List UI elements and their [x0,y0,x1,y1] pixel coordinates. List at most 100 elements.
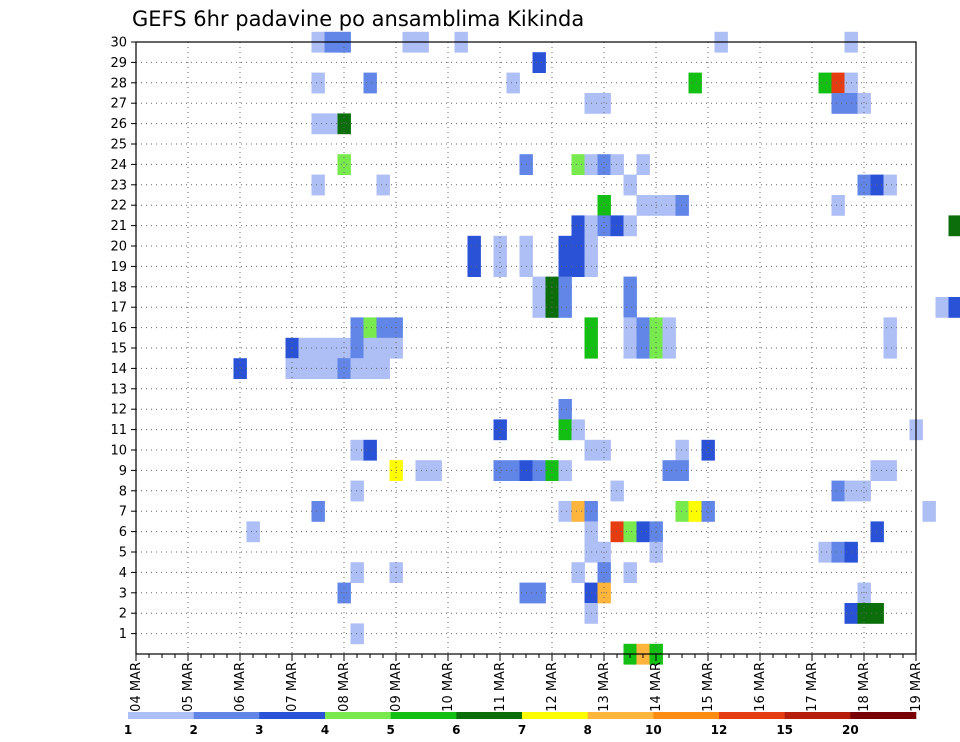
precip-cell-m16-s18 [363,317,377,339]
precip-cell-m15-s16 [337,337,351,359]
precip-cell-m21-s63 [948,215,960,237]
y-tick-label: 26 [110,117,127,132]
precip-cell-m14-s19 [376,358,390,379]
precip-cell-m2-s57 [870,603,884,624]
precip-cell-m8-s54 [831,480,845,502]
precip-cell-m7-s42 [675,501,689,522]
precip-cell-m9-s41 [662,460,676,481]
precip-cell-m23-s58 [883,174,897,196]
precip-cell-m10-s42 [675,439,689,461]
precip-cell-m8-s37 [610,480,624,502]
precip-cell-m5-s53 [818,541,832,563]
x-tick-label: 16 MAR [753,662,768,712]
y-tick-label: 30 [110,36,127,51]
precip-cell-m16-s41 [662,317,676,339]
precip-cell-m28-s29 [506,72,520,94]
colorbar-legend: 1 2 3 4 5 6 7 8 10 12 15 20 [124,712,917,737]
precip-cell-m27-s36 [597,93,611,114]
precip-cell-m23-s56 [857,174,871,196]
precip-cell-m7-s61 [922,501,936,522]
y-tick-label: 8 [119,484,127,499]
colorbar-swatch [456,712,523,719]
y-tick-label: 22 [110,199,127,214]
precip-cell-m6-s37 [610,521,624,543]
precip-cell-m21-s34 [571,215,585,237]
x-tick-label: 07 MAR [285,662,300,712]
precip-cell-m16-s39 [636,317,650,339]
colorbar-label: 8 [583,723,591,737]
grid-lines [136,42,916,654]
precip-cell-m24-s37 [610,154,624,175]
x-tick-label: 13 MAR [597,662,612,712]
precip-cell-m20-s33 [558,235,572,257]
precip-cell-m10-s18 [363,439,377,461]
precip-cell-m15-s19 [376,337,390,359]
precip-cell-m21-s36 [597,215,611,237]
precip-cell-m26-s14 [311,113,325,135]
colorbar-swatch [128,712,194,719]
precip-cell-m12-s33 [558,399,572,420]
colorbar-label: 6 [452,723,460,737]
colorbar-label: 12 [711,723,728,737]
colorbar-swatch [719,712,785,719]
precip-cell-m14-s17 [350,358,364,379]
colorbar-label: 3 [255,723,263,737]
precip-cell-m15-s17 [350,337,364,359]
precip-cell-m24-s16 [337,154,351,175]
precip-cell-m20-s34 [571,235,585,257]
precip-cell-m21-s37 [610,215,624,237]
precip-cell-m17-s63 [948,297,960,318]
colorbar-label: 1 [124,723,132,737]
precip-cell-m23-s38 [623,174,637,196]
x-tick-label: 11 MAR [493,662,508,712]
precip-cell-m17-s38 [623,297,637,318]
precip-cell-m28-s53 [818,72,832,94]
precip-cell-m24-s39 [636,154,650,175]
precip-cell-m24-s34 [571,154,585,175]
precip-cell-m19-s26 [467,256,481,277]
precip-cell-m24-s36 [597,154,611,175]
precip-cell-m17-s33 [558,297,572,318]
precip-cell-m14-s8 [233,358,247,379]
y-tick-label: 29 [110,56,127,71]
precip-cell-m22-s39 [636,195,650,216]
precip-cell-m9-s23 [428,460,442,481]
precip-cell-m6-s9 [246,521,260,543]
precip-cell-m6-s57 [870,521,884,543]
colorbar-label: 4 [321,723,329,737]
x-tick-label: 04 MAR [129,662,144,712]
y-tick-label: 2 [119,607,127,622]
precip-cell-m20-s28 [493,235,507,257]
precip-cell-m27-s54 [831,93,845,114]
precip-cell-m15-s18 [363,337,377,359]
x-tick-label: 17 MAR [805,662,820,712]
precip-cell-m22-s36 [597,195,611,216]
x-tick-label: 19 MAR [909,662,924,712]
y-tick-label: 16 [110,321,127,336]
precip-cell-m22-s41 [662,195,676,216]
precip-cell-m11-s28 [493,419,507,441]
x-tick-label: 10 MAR [441,662,456,712]
precip-cell-m15-s38 [623,337,637,359]
precip-cell-m15-s58 [883,337,897,359]
precip-cell-m15-s14 [311,337,325,359]
y-tick-label: 25 [110,138,127,153]
precip-cell-m7-s44 [701,501,715,522]
y-tick-label: 15 [110,342,127,357]
precip-cell-m20-s26 [467,235,481,257]
colorbar-label: 15 [776,723,793,737]
precip-cell-m6-s39 [636,521,650,543]
y-tick-label: 9 [119,464,127,479]
x-tick-label: 06 MAR [233,662,248,712]
precip-cell-m28-s14 [311,72,325,94]
precip-cell-m11-s34 [571,419,585,441]
precip-cell-m9-s32 [545,460,559,481]
precip-cell-m21-s38 [623,215,637,237]
y-tick-label: 1 [119,627,127,642]
y-axis: 1234567891011121314151617181920212223242… [110,36,136,642]
precip-cell-m9-s31 [532,460,546,481]
colorbar-swatch [587,712,654,719]
y-tick-label: 12 [110,403,127,418]
x-tick-label: 14 MAR [649,662,664,712]
